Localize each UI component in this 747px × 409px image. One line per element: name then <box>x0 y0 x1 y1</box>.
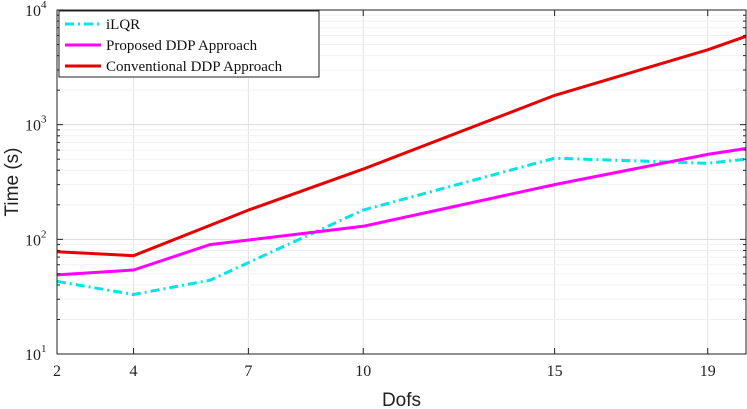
x-tick-label: 7 <box>244 363 252 380</box>
y-tick-exponent: 3 <box>41 114 47 126</box>
plot-frame <box>56 9 747 355</box>
x-tick-label: 15 <box>547 363 563 380</box>
plot-series <box>56 34 747 296</box>
y-tick-label: 101 <box>25 343 47 364</box>
x-tick-label: 2 <box>53 363 61 380</box>
legend-label: Proposed DDP Approach <box>106 38 258 54</box>
x-tick-label: 19 <box>700 363 716 380</box>
y-tick-base: 10 <box>25 118 41 135</box>
x-tick-label: 10 <box>355 363 371 380</box>
legend: iLQR Proposed DDP Approach Conventional DD… <box>58 10 320 78</box>
x-ticks: 2 4 7 10 15 19 <box>53 10 716 380</box>
series-line-conventional-ddp-approach <box>56 34 747 258</box>
y-tick-base: 10 <box>25 347 41 364</box>
x-axis-title: Dofs <box>382 390 421 409</box>
y-tick-exponent: 1 <box>41 343 47 355</box>
y-axis-title: Time (s) <box>2 148 23 217</box>
x-tick-label: 4 <box>130 363 138 380</box>
legend-label: iLQR <box>106 17 140 33</box>
legend-box <box>58 10 320 78</box>
legend-items: iLQR Proposed DDP Approach Conventional DD… <box>65 17 283 75</box>
y-tick-label: 102 <box>25 228 47 249</box>
y-tick-base: 10 <box>25 3 41 20</box>
y-tick-label: 104 <box>25 0 47 20</box>
y-tick-exponent: 4 <box>41 0 47 11</box>
legend-label: Conventional DDP Approach <box>106 59 283 75</box>
series-line-proposed-ddp-approach <box>56 147 747 277</box>
y-tick-label: 103 <box>25 114 47 135</box>
y-tick-base: 10 <box>25 232 41 249</box>
series-line-ilqr <box>56 156 747 296</box>
y-tick-exponent: 2 <box>41 228 47 240</box>
